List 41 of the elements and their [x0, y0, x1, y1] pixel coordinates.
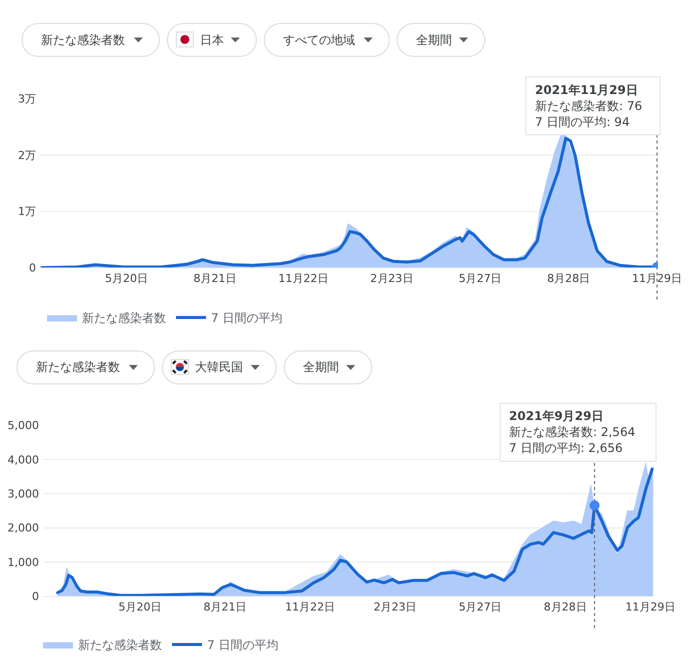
x-tick-label: 5月20日 — [118, 600, 162, 614]
y-tick-label: 5,000 — [8, 419, 39, 432]
text: 2021年9月29日 — [509, 409, 604, 423]
y-tick-label: 1万 — [18, 205, 36, 218]
y-tick-label: 1,000 — [8, 556, 39, 569]
annotation: 7 日間の平均: 2,656 — [509, 441, 623, 455]
text: すべての地域 — [283, 33, 355, 47]
x-tick-label: 11月29日 — [625, 600, 676, 614]
text: 大韓民国 — [195, 360, 243, 374]
y-tick-label: 2万 — [18, 148, 36, 162]
x-tick-label: 8月21日 — [193, 272, 236, 285]
legend-label: 7 日間の平均 — [207, 638, 278, 652]
text: 日本 — [200, 33, 224, 47]
text: 全期間 — [416, 33, 452, 47]
x-tick-label: 5月27日 — [458, 600, 502, 614]
x-tick-label: 5月20日 — [105, 272, 148, 285]
y-tick-label: 3万 — [18, 92, 36, 106]
y-tick-label: 2,000 — [8, 522, 39, 535]
y-tick-label: 3,000 — [8, 488, 39, 501]
legend-label: 新たな感染者数 — [82, 311, 166, 326]
text: 新たな感染者数 — [41, 33, 125, 47]
y-tick-label: 0 — [32, 590, 39, 603]
y-tick-label: 4,000 — [8, 453, 39, 466]
x-tick-label: 8月21日 — [204, 600, 247, 614]
text: 新たな感染者数 — [36, 360, 120, 374]
x-tick-label: 5月27日 — [458, 272, 502, 285]
text: 2021年11月29日 — [535, 83, 638, 97]
y-tick-label: 0 — [29, 261, 36, 274]
legend-label: 7 日間の平均 — [211, 311, 282, 326]
x-tick-label: 11月22日 — [278, 272, 328, 285]
annotation: 新たな感染者数: 76 — [535, 99, 642, 113]
x-tick-label: 2月23日 — [370, 272, 414, 285]
annotation: 新たな感染者数: 2,564 — [509, 425, 636, 439]
x-tick-label: 11月29日 — [632, 272, 682, 285]
legend-label: 新たな感染者数 — [78, 638, 162, 652]
x-tick-label: 2月23日 — [374, 600, 417, 614]
x-tick-label: 8月28日 — [544, 600, 587, 614]
x-tick-label: 11月22日 — [285, 600, 336, 614]
text: 全期間 — [303, 360, 339, 374]
annotation: 7 日間の平均: 94 — [535, 115, 630, 129]
x-tick-label: 8月28日 — [547, 272, 590, 285]
